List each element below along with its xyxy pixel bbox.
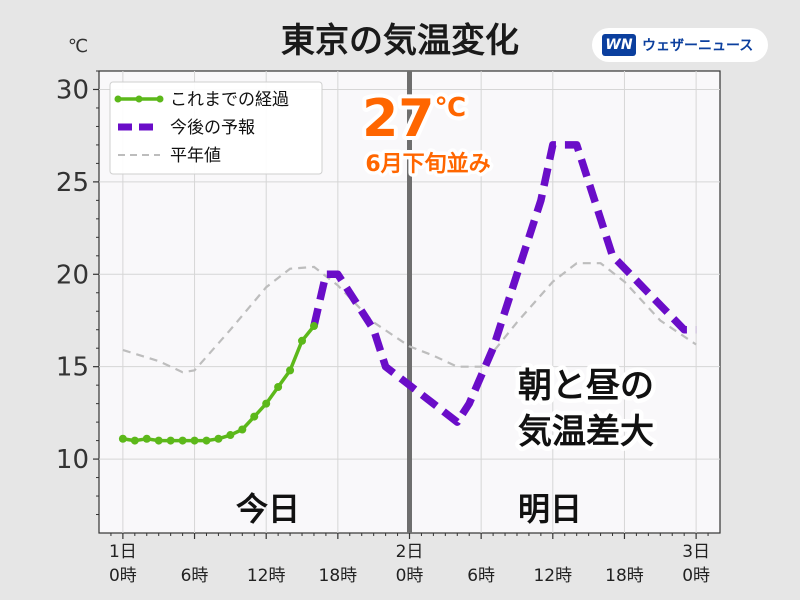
observed-point <box>166 436 175 445</box>
legend: これまでの経過 今後の予報 平年値 <box>109 81 323 175</box>
x-tick-label-hour: 0時 <box>396 566 424 586</box>
peak-note-outline: 6月下旬並み <box>365 151 490 177</box>
minor-ticks <box>96 70 709 536</box>
legend-label-observed: これまでの経過 <box>170 90 289 110</box>
peak-unit-outline: ℃ <box>434 93 465 123</box>
peak-value-number: 27 <box>362 89 434 149</box>
legend-marker-observed-3 <box>156 95 164 103</box>
observed-point <box>142 434 151 443</box>
observed-point <box>309 322 318 331</box>
peak-unit: ℃ <box>434 93 465 123</box>
observed-point <box>202 436 211 445</box>
x-axis: 1日 0時 6時 12時 18時 2日 0時 6時 12時 18時 3日 0時 <box>109 533 710 586</box>
y-axis: 10 15 20 25 30 <box>56 75 99 475</box>
x-tick-label-hour: 0時 <box>682 566 710 586</box>
day-difference-annotation: 朝と昼の 朝と昼の 気温差大 気温差大 <box>514 362 659 457</box>
x-tick-label-hour: 18時 <box>605 566 644 586</box>
x-tick-label-hour: 0時 <box>109 566 137 586</box>
observed-point <box>286 366 295 375</box>
observed-point <box>178 436 187 445</box>
observed-point <box>250 412 259 421</box>
y-tick-label: 20 <box>56 260 89 290</box>
observed-point <box>262 399 271 408</box>
y-tick-label: 10 <box>56 445 89 475</box>
x-tick-label-day: 1日 <box>109 542 137 562</box>
legend-marker-observed-1 <box>114 95 122 103</box>
annotation-line1: 朝と昼の <box>518 366 654 406</box>
y-tick-label: 15 <box>56 353 89 383</box>
annotation-line2: 気温差大 <box>518 412 654 452</box>
peak-value: 27℃ <box>362 89 466 149</box>
legend-box <box>109 81 323 175</box>
peak-value-outline-number: 27 <box>362 89 434 149</box>
x-tick-label-hour: 6時 <box>467 566 495 586</box>
today-label: 今日 <box>236 490 300 528</box>
observed-point <box>226 431 235 440</box>
observed-point <box>238 425 247 434</box>
brand-name: ウェザーニュース <box>642 38 754 54</box>
observed-point <box>274 383 283 392</box>
observed-point <box>298 336 307 345</box>
peak-callout: 27℃ 27℃ 6月下旬並み 6月下旬並み <box>358 85 494 181</box>
series-layer <box>118 141 697 445</box>
x-tick-label-day: 3日 <box>682 542 710 562</box>
weathernews-logo: WN ウェザーニュース <box>592 28 768 62</box>
annotation-line2-outline: 気温差大 <box>518 412 654 452</box>
peak-note: 6月下旬並み <box>365 151 490 177</box>
observed-point <box>118 434 127 443</box>
observed-point <box>130 436 139 445</box>
peak-value-outline: 27℃ <box>362 89 466 149</box>
x-tick-label-hour: 18時 <box>319 566 358 586</box>
annotation-line1-outline: 朝と昼の <box>518 366 654 406</box>
x-tick-label-hour: 6時 <box>181 566 209 586</box>
legend-label-forecast: 今後の予報 <box>170 118 255 138</box>
x-tick-label-hour: 12時 <box>533 566 572 586</box>
observed-point <box>154 436 163 445</box>
legend-label-normal: 平年値 <box>170 146 221 166</box>
observed-point <box>214 434 223 443</box>
legend-marker-observed-2 <box>135 95 143 103</box>
brand-logo-icon: WN <box>602 34 636 56</box>
y-unit-label: ℃ <box>68 36 88 57</box>
chart-title: 東京の気温変化 <box>281 21 519 61</box>
y-tick-label: 25 <box>56 168 89 198</box>
y-tick-label: 30 <box>56 75 89 105</box>
normal-series-line <box>122 262 697 374</box>
forecast-series-line <box>310 141 697 426</box>
tomorrow-label: 明日 <box>518 490 582 528</box>
x-tick-label-day: 2日 <box>396 542 424 562</box>
observed-point <box>190 436 199 445</box>
x-tick-label-hour: 12時 <box>247 566 286 586</box>
